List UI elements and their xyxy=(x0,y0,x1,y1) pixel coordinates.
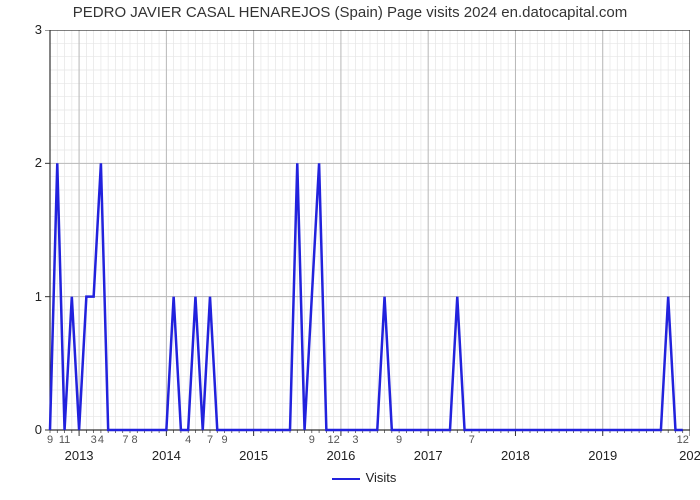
x-minor-tick-label: 7 xyxy=(469,434,475,446)
x-minor-tick-label: 4 xyxy=(98,434,104,446)
x-minor-tick-label: 9 xyxy=(309,434,315,446)
x-minor-tick-label: 9 xyxy=(396,434,402,446)
y-tick-label: 2 xyxy=(22,155,42,170)
y-tick-label: 1 xyxy=(22,289,42,304)
x-major-tick-label: 202 xyxy=(679,448,700,463)
x-minor-tick-label: 7 xyxy=(207,434,213,446)
legend-line-sample xyxy=(332,478,360,480)
x-minor-tick-label: 9 xyxy=(221,434,227,446)
x-minor-tick-label: 4 xyxy=(185,434,191,446)
y-tick-label: 0 xyxy=(22,422,42,437)
x-major-tick-label: 2016 xyxy=(326,448,355,463)
x-minor-tick-label: 11 xyxy=(59,434,70,446)
x-minor-tick-label: 12 xyxy=(328,434,340,446)
x-major-tick-label: 2013 xyxy=(65,448,94,463)
x-major-tick-label: 2015 xyxy=(239,448,268,463)
x-major-tick-label: 2019 xyxy=(588,448,617,463)
chart-title: PEDRO JAVIER CASAL HENAREJOS (Spain) Pag… xyxy=(0,4,700,21)
x-minor-tick-label: 9 xyxy=(47,434,53,446)
x-minor-tick-label: 7 8 xyxy=(122,434,137,446)
legend: Visits xyxy=(332,470,397,485)
chart-plot-area xyxy=(50,30,690,430)
legend-label: Visits xyxy=(366,470,397,485)
x-major-tick-label: 2018 xyxy=(501,448,530,463)
chart-svg xyxy=(44,30,690,438)
x-major-tick-label: 2014 xyxy=(152,448,181,463)
x-minor-tick-label: 3 xyxy=(352,434,358,446)
x-major-tick-label: 2017 xyxy=(414,448,443,463)
x-minor-tick-label: 3 xyxy=(91,434,97,446)
x-minor-tick-label: 12 xyxy=(677,434,689,446)
y-tick-label: 3 xyxy=(22,22,42,37)
